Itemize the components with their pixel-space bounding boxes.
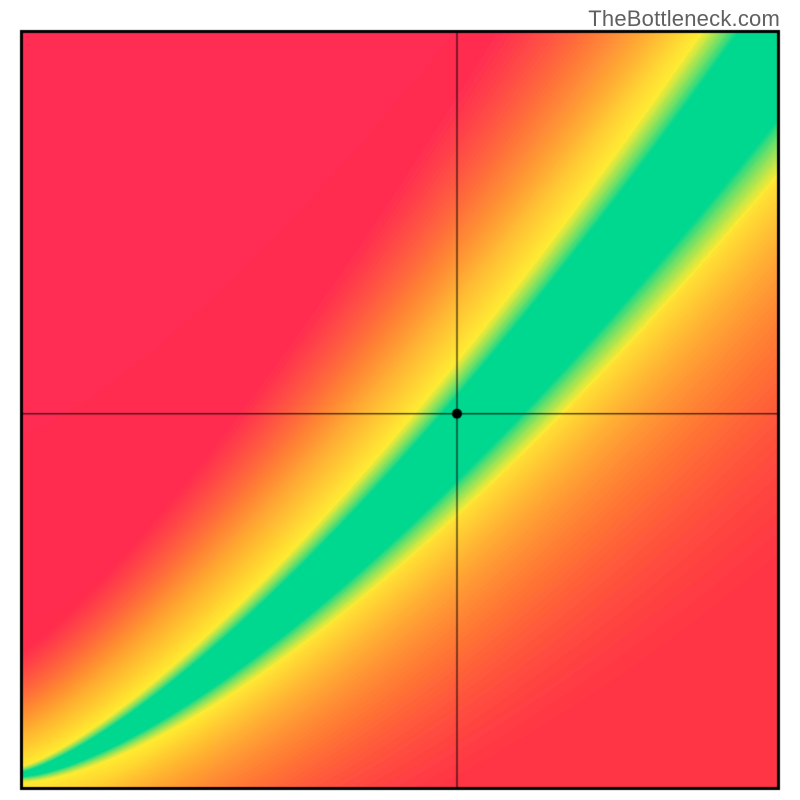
heatmap-canvas: [0, 0, 800, 800]
chart-container: TheBottleneck.com: [0, 0, 800, 800]
watermark-text: TheBottleneck.com: [588, 6, 780, 32]
